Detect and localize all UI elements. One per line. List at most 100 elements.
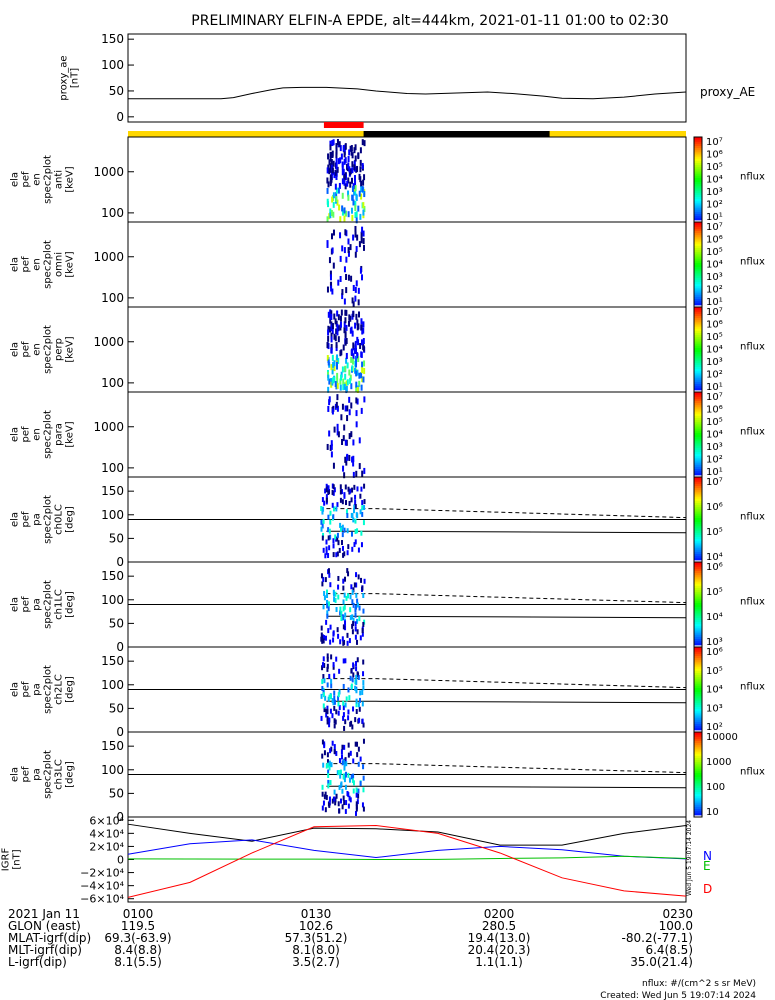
- pitch-angle-pixel: [354, 607, 357, 613]
- colorbar-cell: [694, 791, 702, 795]
- spectrogram-pixel: [363, 140, 366, 147]
- colorbar-cell: [694, 627, 702, 631]
- spectrogram-pixel: [336, 394, 339, 401]
- colorbar-cell: [694, 710, 702, 714]
- spectrogram-pixel: [361, 226, 364, 233]
- spectrogram-pixel: [361, 162, 364, 169]
- spectrogram-pixel: [361, 361, 364, 368]
- spectrogram-pixel: [348, 320, 351, 327]
- pitch-angle-pixel: [340, 754, 343, 760]
- colorbar-cell: [694, 593, 702, 597]
- pitch-angle-pixel: [355, 604, 358, 610]
- colorbar-cell: [694, 453, 702, 457]
- spectrogram-pixel: [349, 377, 352, 384]
- colorbar-cell: [694, 462, 702, 465]
- pitch-angle-pixel: [361, 628, 364, 634]
- colorbar-cell: [694, 678, 702, 682]
- y-axis-label-line: pef: [21, 341, 32, 358]
- colorbar-cell: [694, 525, 702, 529]
- colorbar-cell: [694, 421, 702, 425]
- y-axis-label-line: ela: [10, 767, 21, 782]
- y-axis-label-line: pef: [21, 426, 32, 443]
- y-axis-label-line: [deg]: [65, 676, 76, 703]
- x-axis-row-label: MLT-igrf(dip): [8, 943, 82, 957]
- pitch-angle-pixel: [344, 719, 347, 725]
- pitch-angle-pixel: [354, 612, 357, 618]
- colorbar-cell: [694, 428, 702, 431]
- pitch-angle-pixel: [338, 705, 341, 711]
- spectrogram-pixel: [326, 342, 329, 349]
- colorbar-cell: [694, 413, 702, 416]
- pitch-angle-pixel: [342, 552, 345, 558]
- pitch-angle-pixel: [359, 690, 362, 696]
- spectrogram-pixel: [330, 451, 333, 458]
- pitch-angle-pixel: [326, 705, 329, 711]
- spectrogram-pixel: [341, 169, 344, 176]
- colorbar-cell: [694, 181, 702, 185]
- spectrogram-pixel: [327, 335, 330, 342]
- spectrogram-pixel: [336, 166, 339, 173]
- colorbar-cell: [694, 589, 702, 593]
- spectrogram-pixel: [332, 139, 335, 146]
- spectrogram-pixel: [350, 207, 353, 214]
- pitch-angle-pixel: [343, 744, 346, 750]
- pitch-angle-pixel: [356, 752, 359, 758]
- spectrogram-pixel: [353, 147, 356, 154]
- pitch-angle-pixel: [328, 673, 331, 679]
- pitch-angle-pixel: [340, 489, 343, 495]
- spectrogram-pixel: [355, 211, 358, 218]
- colorbar-cell: [694, 417, 702, 421]
- pitch-angle-pixel: [360, 486, 363, 492]
- pitch-angle-pixel: [341, 760, 344, 766]
- pitch-angle-pixel: [332, 538, 335, 544]
- colorbar-cell: [694, 491, 702, 495]
- spectrogram-pixel: [354, 251, 357, 258]
- spectrogram-pixel: [347, 177, 350, 184]
- spectrogram-pixel: [330, 281, 333, 288]
- colorbar-cell: [694, 377, 702, 380]
- igrf-series-line: [127, 839, 687, 860]
- colorbar-tick-label: 10⁷: [706, 307, 723, 318]
- pitch-angle-pixel: [339, 769, 342, 775]
- pitch-angle-pixel: [327, 535, 330, 541]
- pitch-angle-pixel: [328, 694, 331, 700]
- colorbar-cell: [694, 334, 702, 338]
- colorbar-tick-label: 10⁷: [706, 392, 723, 403]
- colorbar-cell: [694, 472, 702, 476]
- y-axis-label-line: ch0LC: [54, 504, 65, 535]
- pitch-angle-pixel: [361, 585, 364, 591]
- colorbar-cell: [694, 751, 702, 754]
- pitch-angle-pixel: [336, 770, 339, 776]
- spectrogram-pixel: [359, 147, 362, 154]
- spectrogram-pixel: [344, 456, 347, 463]
- pitch-angle-pixel: [342, 658, 345, 664]
- spectrogram-pixel: [335, 328, 338, 335]
- colorbar-cell: [694, 528, 702, 531]
- spectrogram-pixel: [363, 396, 366, 403]
- colorbar-cell: [694, 732, 702, 735]
- pitch-angle-pixel: [327, 601, 330, 607]
- colorbar-tick-label: 10⁵: [706, 162, 723, 173]
- colorbar-tick-label: 1000: [706, 757, 731, 768]
- pitch-angle-pixel: [347, 709, 350, 715]
- spectrogram-pixel: [344, 309, 347, 316]
- pitch-angle-pixel: [342, 795, 345, 801]
- pitch-angle-pixel: [321, 739, 324, 745]
- pitch-angle-pixel: [324, 635, 327, 641]
- pitch-angle-pixel: [339, 610, 342, 616]
- colorbar-cell: [694, 810, 702, 814]
- x-axis-value: 280.5: [482, 919, 516, 933]
- pitch-angle-pixel: [321, 665, 324, 671]
- y-tick-label: 50: [109, 701, 124, 715]
- y-tick-label: 50: [109, 84, 124, 98]
- colorbar-cell: [694, 774, 702, 778]
- colorbar-cell: [694, 277, 702, 280]
- pitch-angle-pixel: [350, 584, 353, 590]
- colorbar-cell: [694, 780, 702, 784]
- spectrogram-pixel: [326, 241, 329, 248]
- y-tick-label: 100: [101, 376, 124, 390]
- spectrogram-pixel: [353, 160, 356, 167]
- pitch-angle-pixel: [342, 585, 345, 591]
- colorbar-cell: [694, 806, 702, 809]
